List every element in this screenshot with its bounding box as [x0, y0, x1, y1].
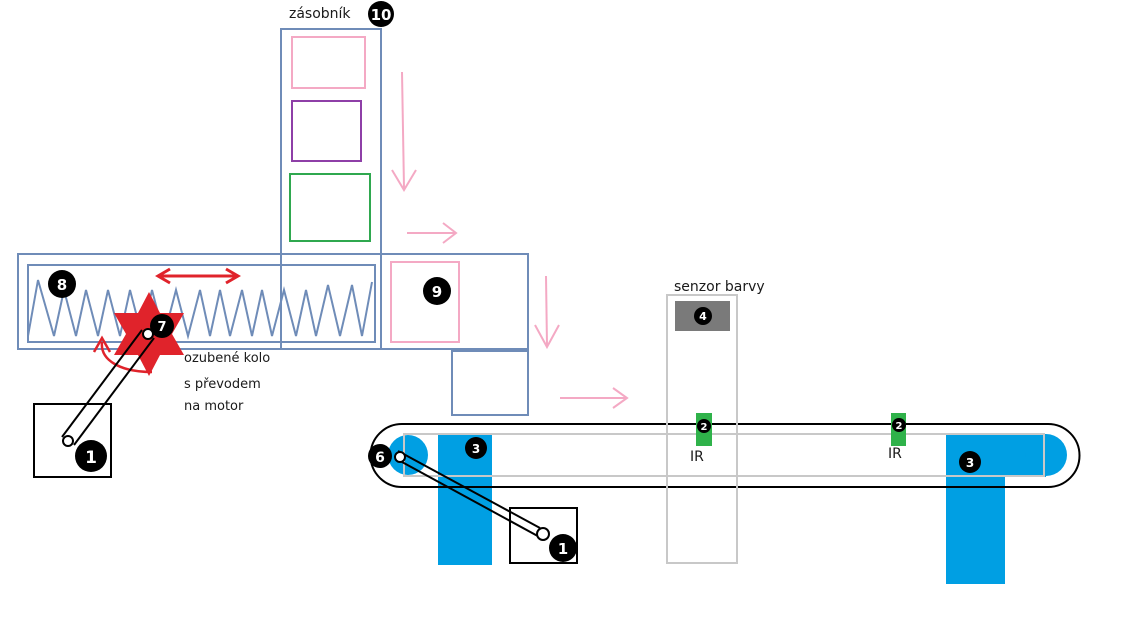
slot-block-pink [390, 261, 460, 343]
arrow-down-1 [391, 71, 417, 192]
ir-sensor-right: 2 IR [888, 413, 906, 462]
badge-7-circle [150, 314, 174, 338]
slot-9: 9 [380, 253, 529, 416]
hopper-block-pink [291, 36, 366, 89]
badge-9: 9 [432, 283, 442, 301]
belt-rod-a [397, 450, 541, 529]
motor-belt [509, 507, 578, 564]
hopper: zásobník 10 [280, 1, 394, 255]
flow-arrows [391, 71, 629, 409]
link-pin-bottom [62, 435, 74, 447]
pusher-housing: 8 [17, 253, 382, 350]
spring [27, 279, 373, 340]
badge-10-circle [368, 1, 394, 27]
arrow-down-2 [534, 275, 560, 350]
link-rod-b [73, 337, 155, 446]
badge-4-circle [694, 307, 712, 325]
badge-9-circle [423, 277, 451, 305]
arrow-right-2 [560, 387, 629, 409]
double-arrow [155, 267, 241, 285]
housing-outer [17, 253, 382, 350]
link-rod-a [61, 329, 143, 438]
motor-pin [536, 527, 550, 541]
badge-3-right: 3 [966, 456, 974, 470]
hopper-label: zásobník [289, 6, 351, 22]
right-roller-blue [1025, 434, 1067, 476]
badge-6-circle [368, 444, 392, 468]
left-roller-blue [388, 435, 428, 475]
badge-1-left: 1 [85, 448, 97, 468]
badge-1-right-circle [549, 534, 577, 562]
ir-sensor-left: 2 IR [690, 413, 712, 465]
badge-4: 4 [699, 310, 707, 323]
badge-2-right: 2 [896, 421, 903, 432]
badge-10: 10 [371, 6, 392, 24]
pulley-pin [394, 451, 406, 463]
badge-6: 6 [375, 450, 385, 466]
badge-8: 8 [57, 276, 67, 294]
motor-left [33, 403, 112, 478]
belt-outline [369, 423, 1081, 488]
badge-3-left: 3 [472, 442, 480, 456]
badge-2-left: 2 [701, 422, 708, 433]
ir-right-label: IR [888, 446, 902, 462]
badge-7: 7 [157, 320, 166, 335]
housing-inner [27, 264, 376, 343]
gear-label-line3: na motor [184, 399, 244, 414]
ir-left-label: IR [690, 449, 704, 465]
rotation-arrow [100, 341, 153, 374]
gear-drive: 7 1 ozubené kolo s převodem na motor [33, 292, 270, 478]
badge-8-circle [48, 270, 76, 298]
slot-frame [380, 253, 529, 350]
badge-3-left-circle [465, 437, 487, 459]
badge-1-left-circle [75, 440, 107, 472]
color-sensor: 4 senzor barvy [666, 279, 765, 564]
belt-drive: 6 1 [368, 444, 578, 564]
conveyor: 3 3 [369, 423, 1081, 584]
hopper-block-green [289, 173, 371, 242]
sensor-label: senzor barvy [674, 279, 765, 295]
link-pin-top [142, 328, 154, 340]
hopper-block-purple [291, 100, 362, 162]
sensor-frame [666, 294, 738, 564]
badge-2-right-circle [892, 418, 906, 432]
drop-chute [451, 350, 529, 416]
badge-3-right-circle [959, 451, 981, 473]
belt-rod-b [401, 461, 546, 541]
arrow-right-1 [407, 222, 458, 244]
badge-1-right: 1 [558, 540, 568, 558]
badge-2-left-circle [697, 419, 711, 433]
gear-label-line2: s převodem [184, 377, 261, 392]
rotation-arrow-head [92, 335, 112, 353]
gear-label-line1: ozubené kolo [184, 351, 270, 366]
